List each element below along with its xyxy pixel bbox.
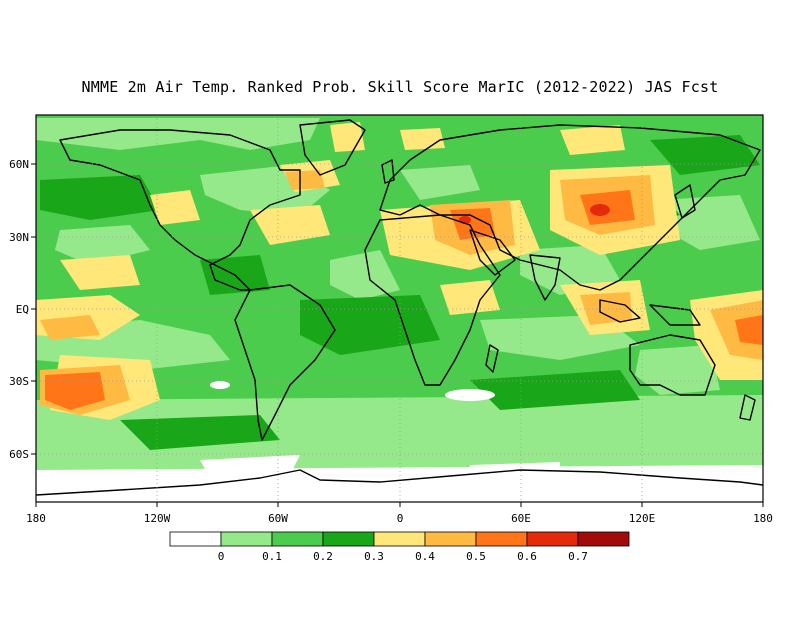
south-america — [234, 284, 336, 441]
lon-label-0: 0 — [397, 512, 404, 525]
british-isles — [381, 159, 395, 184]
arabia — [469, 229, 516, 276]
colorbar-swatch — [220, 531, 273, 547]
colorbar-label: 0.3 — [364, 550, 384, 563]
field-white — [36, 381, 763, 502]
lon-label-180w: 180 — [26, 512, 46, 525]
lat-label-eq: EQ — [16, 303, 29, 316]
colorbar-label: 0.1 — [262, 550, 282, 563]
lon-label-60w: 60W — [268, 512, 288, 525]
japan — [674, 184, 696, 219]
colorbar-swatch — [526, 531, 579, 547]
lon-label-60e: 60E — [511, 512, 531, 525]
india — [529, 254, 561, 301]
africa — [364, 214, 501, 386]
colorbar-label: 0.2 — [313, 550, 333, 563]
colorbar-swatch — [424, 531, 477, 547]
colorbar-label: 0.5 — [466, 550, 486, 563]
colorbar-label: 0.7 — [568, 550, 588, 563]
north-america — [59, 129, 301, 291]
ticks — [31, 163, 764, 507]
colorbar-label: 0.6 — [517, 550, 537, 563]
colorbar-swatch — [577, 531, 630, 547]
map-field — [36, 115, 763, 502]
map-title: NMME 2m Air Temp. Ranked Prob. Skill Sco… — [81, 78, 719, 96]
lat-label-60s: 60S — [9, 448, 29, 461]
lat-label-30n: 30N — [9, 231, 29, 244]
colorbar-swatch — [475, 531, 528, 547]
eurasia — [379, 124, 761, 291]
colorbar-swatch — [271, 531, 324, 547]
colorbar-label: 0.4 — [415, 550, 435, 563]
colorbar: 0 0.1 0.2 0.3 0.4 0.5 0.6 0.7 — [169, 531, 630, 563]
new-zealand — [739, 394, 756, 421]
greenland — [299, 119, 366, 176]
lon-label-120w: 120W — [144, 512, 171, 525]
colorbar-swatch — [169, 531, 222, 547]
colorbar-swatch — [322, 531, 375, 547]
lat-label-60n: 60N — [9, 158, 29, 171]
graticule — [36, 115, 763, 502]
colorbar-swatch — [373, 531, 426, 547]
new-guinea — [649, 304, 701, 326]
maritime-continent — [599, 299, 641, 323]
australia — [629, 334, 716, 396]
colorbar-label: 0 — [218, 550, 225, 563]
lat-label-30s: 30S — [9, 375, 29, 388]
lon-label-180e: 180 — [753, 512, 773, 525]
field-red — [459, 204, 610, 224]
coastlines — [36, 119, 763, 496]
antarctica — [36, 469, 763, 496]
lon-label-120e: 120E — [629, 512, 656, 525]
madagascar — [485, 344, 499, 373]
